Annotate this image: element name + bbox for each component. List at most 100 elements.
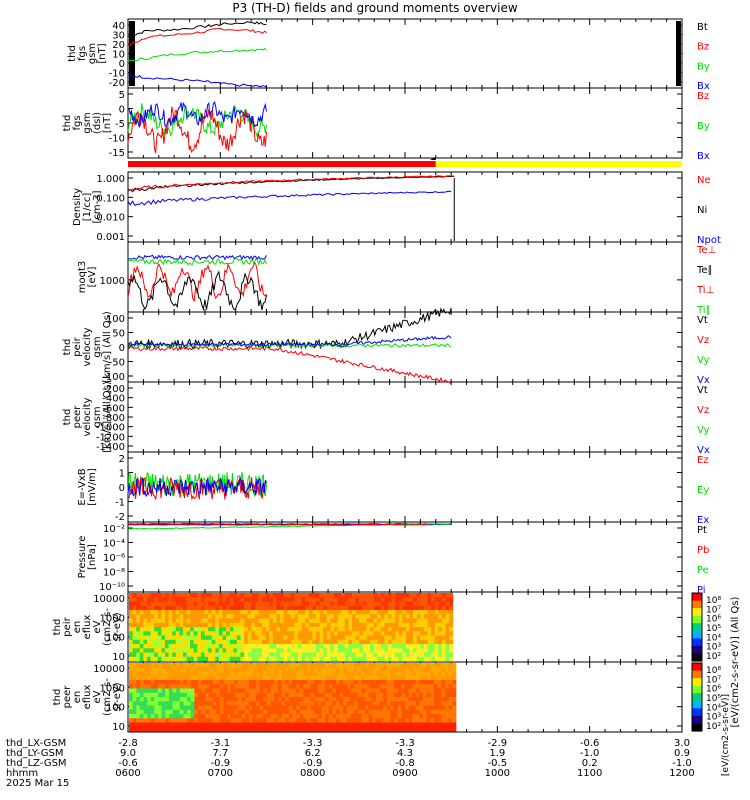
spectro-cell — [377, 656, 382, 662]
spectro-cell — [157, 644, 162, 649]
spectro-cell — [139, 671, 144, 677]
spectro-cell — [262, 648, 267, 654]
spectro-cell — [314, 667, 319, 673]
spectro-cell — [150, 610, 155, 615]
spectro-cell — [247, 614, 252, 620]
spectro-cell — [274, 667, 279, 673]
spectro-cell — [430, 680, 435, 685]
colorbar-label: [eV/(cm2-s-sr-eV)] (All Qs) — [730, 596, 741, 727]
spectro-cell — [290, 618, 295, 624]
spectro-cell — [179, 709, 184, 715]
spectro-cell — [172, 680, 177, 685]
spectro-cell — [281, 701, 286, 707]
spectro-cell — [330, 656, 335, 662]
spectro-cell — [412, 692, 417, 698]
spectro-cell — [277, 675, 282, 681]
spectro-cell — [383, 705, 388, 711]
spectro-cell — [408, 680, 413, 685]
spectro-cell — [256, 714, 261, 719]
spectro-cell — [233, 593, 238, 598]
spectro-cell — [441, 714, 446, 719]
spectro-cell — [205, 697, 210, 702]
spectro-cell — [248, 688, 253, 694]
spectro-cell — [437, 667, 442, 673]
spectro-cell — [426, 684, 431, 690]
spectro-cell — [200, 610, 205, 615]
spectro-cell — [368, 680, 373, 685]
spectro-cell — [334, 652, 339, 658]
spectro-cell — [161, 622, 166, 628]
spectro-cell — [423, 692, 428, 698]
spectro-cell — [229, 597, 234, 603]
legend-entry: Ni — [697, 205, 707, 216]
spectro-cell — [287, 631, 292, 637]
spectro-cell — [251, 601, 256, 607]
spectro-cell — [398, 610, 403, 615]
spectro-cell — [194, 688, 199, 694]
spectro-cell — [394, 675, 399, 681]
spectro-cell — [437, 726, 442, 732]
spectro-cell — [280, 644, 285, 649]
spectro-cell — [380, 648, 385, 654]
spectro-cell — [431, 601, 436, 607]
spectro-cell — [165, 671, 170, 677]
spectro-cell — [361, 726, 366, 732]
spectro-cell — [365, 675, 370, 681]
spectro-cell — [147, 718, 152, 724]
spectro-cell — [288, 701, 293, 707]
spectro-cell — [316, 644, 321, 649]
spectro-cell — [136, 671, 141, 677]
spectro-cell — [319, 656, 324, 662]
ytick-label: 50 — [112, 329, 125, 340]
spectro-cell — [201, 667, 206, 673]
spectro-cell — [420, 618, 425, 624]
spectro-cell — [384, 614, 389, 620]
spectro-cell — [384, 639, 389, 645]
spectro-cell — [190, 684, 195, 690]
spectro-cell — [132, 601, 137, 607]
spectro-cell — [444, 714, 449, 719]
spectro-cell — [317, 675, 322, 681]
spectro-cell — [452, 709, 457, 715]
spectro-cell — [154, 718, 159, 724]
spectro-cell — [305, 605, 310, 611]
spectro-cell — [303, 688, 308, 694]
spectro-cell — [139, 593, 144, 598]
spectro-cell — [361, 667, 366, 673]
spectro-cell — [319, 610, 324, 615]
spectro-cell — [212, 709, 217, 715]
spectro-cell — [306, 714, 311, 719]
spectro-cell — [227, 726, 232, 732]
spectro-cell — [408, 714, 413, 719]
spectro-cell — [290, 656, 295, 662]
spectro-cell — [391, 610, 396, 615]
spectro-cell — [277, 701, 282, 707]
spectro-cell — [317, 692, 322, 698]
spectro-cell — [281, 663, 286, 668]
spectro-cell — [334, 605, 339, 611]
spectro-cell — [198, 726, 203, 732]
spectro-cell — [190, 680, 195, 685]
spectro-cell — [193, 635, 198, 641]
spectro-cell — [355, 627, 360, 632]
spectro-cell — [444, 688, 449, 694]
spectro-cell — [168, 726, 173, 732]
spectro-cell — [218, 639, 223, 645]
spectro-cell — [452, 701, 457, 707]
spectro-cell — [323, 652, 328, 658]
spectro-cell — [441, 627, 446, 632]
spectro-cell — [227, 663, 232, 668]
spectro-cell — [175, 605, 180, 611]
spectro-cell — [208, 644, 213, 649]
spectro-cell — [326, 639, 331, 645]
spectro-cell — [416, 601, 421, 607]
spectro-cell — [380, 618, 385, 624]
spectro-cell — [426, 726, 431, 732]
spectro-cell — [344, 593, 349, 598]
panel-5 — [127, 311, 683, 383]
spectro-cell — [298, 652, 303, 658]
spectro-cell — [423, 684, 428, 690]
spectro-cell — [405, 644, 410, 649]
spectro-cell — [427, 648, 432, 654]
spectro-cell — [262, 605, 267, 611]
